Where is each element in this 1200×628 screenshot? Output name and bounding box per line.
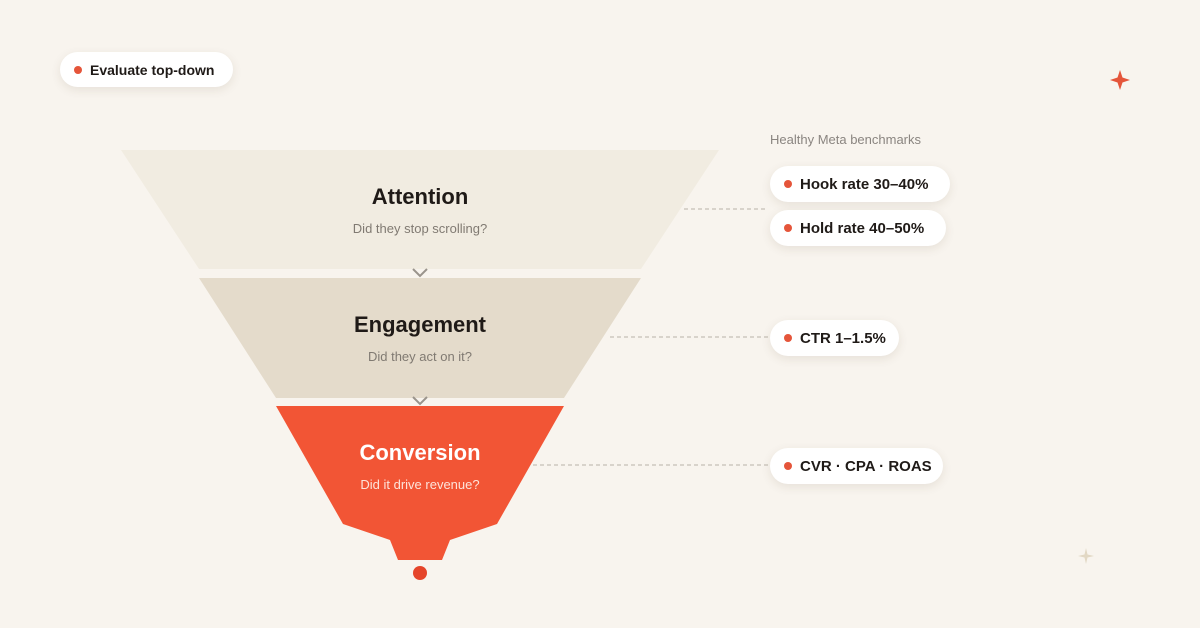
sparkle: [1078, 548, 1094, 564]
badge: Evaluate top-down: [60, 52, 233, 87]
stage-subtitle: Did they act on it?: [368, 349, 472, 364]
stage-attention: [121, 150, 719, 269]
sparkle: [1110, 70, 1130, 90]
stage-title: Conversion: [359, 440, 480, 465]
benchmarks-heading: Healthy Meta benchmarks: [770, 132, 922, 147]
benchmark-pill: CTR 1–1.5%: [770, 320, 899, 356]
stage-engagement: [199, 278, 641, 398]
benchmark-pill: CVR · CPA · ROAS: [770, 448, 943, 484]
connectors: [533, 208, 768, 466]
stage-subtitle: Did they stop scrolling?: [353, 221, 487, 236]
benchmark-pill: Hook rate 30–40%: [770, 166, 950, 202]
benchmark-pill: Hold rate 40–50%: [770, 210, 946, 246]
stage-conversion: [276, 406, 564, 560]
funnel-dot: [413, 566, 427, 580]
chevron: [412, 396, 428, 406]
chevron: [412, 268, 428, 278]
stage-title: Engagement: [354, 312, 487, 337]
stage-subtitle: Did it drive revenue?: [360, 477, 479, 492]
stage-title: Attention: [372, 184, 469, 209]
